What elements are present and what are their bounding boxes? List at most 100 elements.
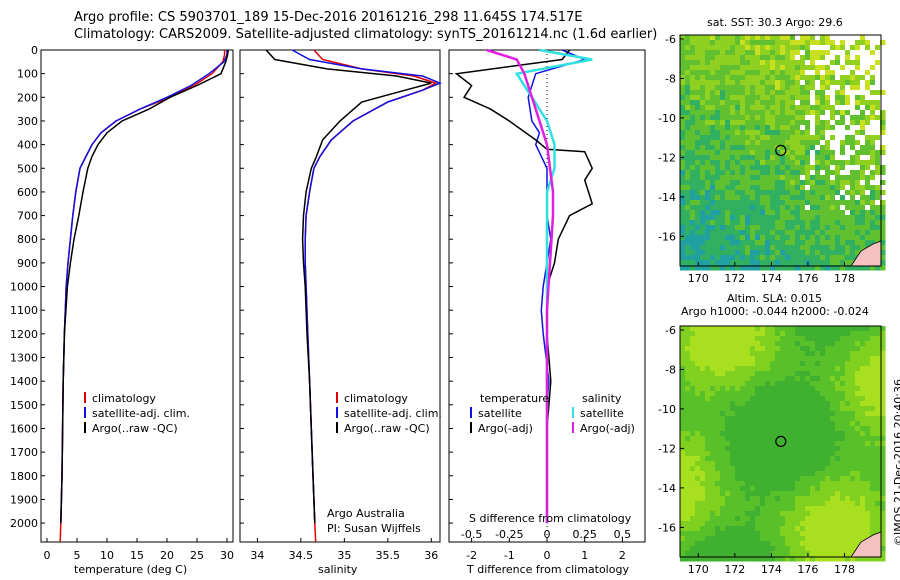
- map-cell: [765, 516, 771, 522]
- map-cell: [730, 541, 736, 547]
- map-cell: [795, 371, 801, 377]
- map-cell: [735, 356, 741, 362]
- map-cell: [695, 80, 701, 86]
- map-cell: [700, 486, 706, 492]
- map-cell: [835, 125, 841, 131]
- map-cell: [760, 421, 766, 427]
- map-cell: [715, 250, 721, 256]
- map-cell: [780, 190, 786, 196]
- map-cell: [880, 356, 886, 362]
- map-cell: [685, 546, 691, 552]
- map-cell: [720, 366, 726, 372]
- map-cell: [875, 195, 881, 201]
- map-cell: [730, 471, 736, 477]
- map-cell: [810, 351, 816, 357]
- map-cell: [715, 220, 721, 226]
- map-cell: [860, 220, 866, 226]
- y-tick-label: -8: [665, 363, 676, 376]
- map-cell: [695, 90, 701, 96]
- map-cell: [710, 451, 716, 457]
- map-cell: [790, 421, 796, 427]
- map-cell: [815, 526, 821, 532]
- map-cell: [815, 105, 821, 111]
- map-cell: [795, 185, 801, 191]
- map-cell: [710, 50, 716, 56]
- map-cell: [685, 491, 691, 497]
- map-cell: [850, 140, 856, 146]
- map-cell: [780, 195, 786, 201]
- map-cell: [855, 471, 861, 477]
- map-cell: [740, 436, 746, 442]
- map-cell: [805, 441, 811, 447]
- map-cell: [855, 466, 861, 472]
- map-cell: [705, 331, 711, 337]
- map-cell: [875, 130, 881, 136]
- map-cell: [695, 235, 701, 241]
- map-cell: [845, 65, 851, 71]
- map-cell: [740, 145, 746, 151]
- map-cell: [825, 45, 831, 51]
- map-cell: [870, 401, 876, 407]
- map-cell: [870, 235, 876, 241]
- map-cell: [715, 55, 721, 61]
- map-cell: [705, 406, 711, 412]
- map-cell: [730, 175, 736, 181]
- map-cell: [745, 391, 751, 397]
- map-cell: [745, 130, 751, 136]
- map-cell: [785, 361, 791, 367]
- map-cell: [805, 205, 811, 211]
- map-cell: [820, 456, 826, 462]
- map-cell: [680, 230, 686, 236]
- map-cell: [765, 411, 771, 417]
- map-cell: [795, 481, 801, 487]
- map-cell: [805, 195, 811, 201]
- map-cell: [825, 431, 831, 437]
- map-cell: [680, 75, 686, 81]
- map-cell: [865, 195, 871, 201]
- map-cell: [750, 40, 756, 46]
- map-cell: [695, 556, 701, 562]
- map-cell: [815, 366, 821, 372]
- map-cell: [765, 416, 771, 422]
- map-cell: [790, 361, 796, 367]
- map-cell: [830, 90, 836, 96]
- map-cell: [760, 160, 766, 166]
- map-cell: [830, 235, 836, 241]
- map-cell: [855, 35, 861, 41]
- map-cell: [845, 366, 851, 372]
- map-cell: [800, 85, 806, 91]
- map-cell: [785, 60, 791, 66]
- map-cell: [865, 476, 871, 482]
- map-cell: [880, 235, 886, 241]
- map-cell: [825, 456, 831, 462]
- map-cell: [805, 165, 811, 171]
- map-cell: [765, 461, 771, 467]
- map-cell: [695, 50, 701, 56]
- map-cell: [815, 376, 821, 382]
- map-cell: [740, 441, 746, 447]
- map-cell: [850, 411, 856, 417]
- y-tick-label: 700: [17, 210, 38, 223]
- map-cell: [855, 215, 861, 221]
- map-cell: [740, 230, 746, 236]
- map-cell: [830, 461, 836, 467]
- map-cell: [845, 105, 851, 111]
- map-cell: [860, 140, 866, 146]
- map-cell: [790, 526, 796, 532]
- map-cell: [690, 230, 696, 236]
- map-cell: [795, 426, 801, 432]
- map-cell: [770, 215, 776, 221]
- map-cell: [760, 115, 766, 121]
- map-cell: [845, 351, 851, 357]
- map-cell: [835, 451, 841, 457]
- map-cell: [780, 536, 786, 542]
- map-cell: [785, 476, 791, 482]
- map-cell: [840, 521, 846, 527]
- map-cell: [750, 75, 756, 81]
- map-cell: [680, 225, 686, 231]
- map-cell: [800, 456, 806, 462]
- map-cell: [770, 476, 776, 482]
- map-cell: [810, 125, 816, 131]
- map-cell: [780, 130, 786, 136]
